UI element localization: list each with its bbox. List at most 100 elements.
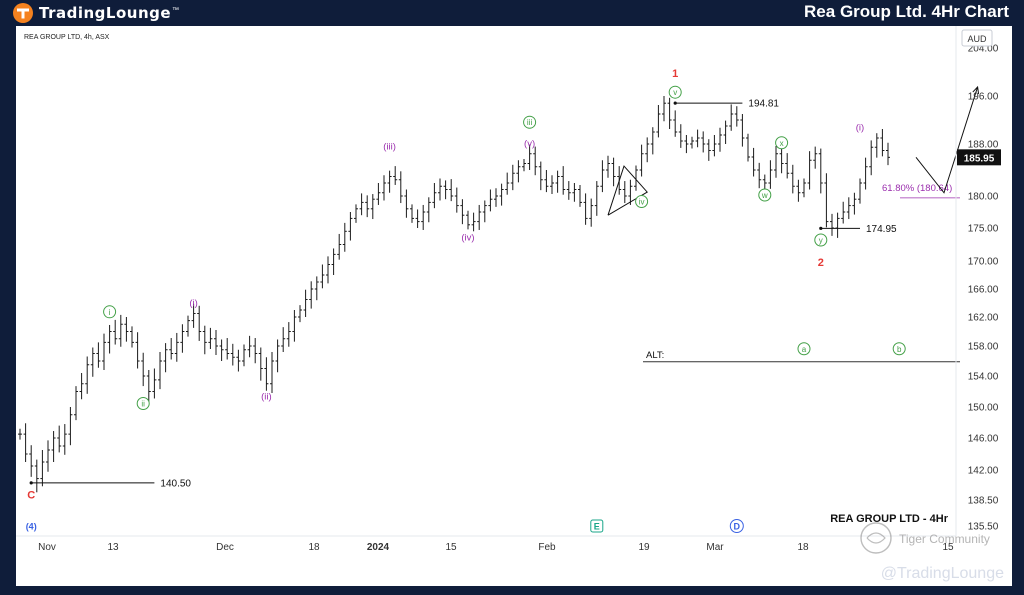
price-level-dot	[29, 481, 33, 485]
price-bar	[225, 338, 230, 360]
price-bar	[85, 356, 90, 394]
wave-label: (i)	[856, 123, 864, 134]
price-bar	[421, 204, 426, 230]
x-tick-label: 19	[638, 542, 650, 553]
price-bar	[734, 106, 739, 127]
price-bar	[404, 189, 409, 218]
price-bar	[359, 193, 364, 216]
price-chart[interactable]: 194.81 174.95 140.50 61.80% (180.64) ALT: Ci…	[16, 26, 1012, 586]
x-tick-label: Mar	[706, 542, 724, 553]
price-level-label: 194.81	[748, 99, 779, 110]
price-bar	[454, 187, 459, 213]
price-bar	[482, 200, 487, 223]
projection-path	[915, 86, 979, 194]
currency-label: AUD	[967, 34, 987, 44]
wave-label-circle	[814, 233, 828, 247]
wave-label: (iv)	[461, 232, 474, 243]
price-bar	[678, 124, 683, 148]
wave-label: w	[761, 191, 768, 200]
price-bar	[242, 344, 246, 367]
wave-label: ii	[141, 400, 145, 409]
price-bar	[712, 135, 717, 157]
price-bar	[180, 324, 185, 353]
y-tick-label: 154.00	[968, 372, 999, 383]
price-bar	[158, 352, 162, 390]
price-bar	[208, 327, 213, 349]
price-bar	[628, 179, 633, 205]
price-axis[interactable]: 204.00 196.00 188.00 180.00 175.00 170.00 166.…	[955, 26, 1001, 536]
price-bar	[572, 183, 577, 202]
wave-label: (iii)	[383, 142, 396, 153]
price-bar	[561, 166, 566, 195]
x-tick-label: 18	[308, 542, 320, 553]
x-tick-label: Feb	[538, 542, 556, 553]
price-bar	[886, 142, 890, 166]
y-tick-label: 166.00	[968, 285, 999, 296]
y-tick-label: 204.00	[968, 44, 999, 55]
price-bar	[415, 209, 420, 228]
wave-label-circle	[136, 397, 150, 410]
price-bar	[488, 189, 493, 212]
wave-label: iii	[527, 118, 533, 127]
price-bar	[841, 201, 846, 224]
price-bar	[790, 164, 795, 194]
price-bar	[29, 445, 34, 477]
wave-label: x	[780, 139, 784, 148]
price-bar	[74, 386, 78, 421]
price-bar	[723, 120, 728, 144]
price-bar	[298, 305, 302, 323]
price-bar	[202, 325, 207, 355]
header-bar: TradingLounge ™ Rea Group Ltd. 4Hr Chart	[0, 0, 1024, 26]
symbol-label: REA GROUP LTD, 4h, ASX	[24, 34, 110, 41]
price-bar	[387, 170, 392, 193]
triangle-pattern	[607, 165, 648, 216]
price-bar	[466, 210, 470, 230]
price-bar	[673, 110, 678, 137]
x-tick-label: Nov	[38, 542, 56, 553]
price-bar	[314, 276, 319, 301]
wave-label: (ii)	[261, 391, 272, 402]
price-bar	[706, 139, 711, 161]
price-bar	[869, 140, 874, 176]
time-axis[interactable]: Nov 13 Dec 18 2024 15 Feb 19 Mar 18 15	[16, 535, 956, 553]
y-tick-label: 170.00	[968, 257, 999, 268]
y-tick-label: 142.00	[968, 466, 999, 477]
price-bar	[23, 423, 28, 462]
price-bar	[275, 339, 280, 373]
wave-label-circle	[103, 305, 117, 319]
price-bar	[393, 166, 398, 185]
price-bar	[863, 157, 868, 190]
price-bar	[191, 303, 196, 328]
y-tick-label: 162.00	[968, 313, 999, 324]
price-bar	[342, 222, 347, 252]
price-bar	[550, 175, 554, 195]
price-bar	[270, 352, 274, 394]
price-bar	[135, 332, 140, 369]
price-bar	[337, 233, 342, 260]
alt-wave-label: b	[897, 345, 902, 354]
price-bar	[510, 164, 515, 191]
event-marker-circle	[729, 519, 744, 533]
chart-title: REA GROUP LTD - 4Hr	[830, 513, 948, 525]
price-bar	[258, 347, 263, 381]
annotations-layer: 194.81 174.95 140.50 61.80% (180.64) ALT:	[29, 85, 980, 489]
price-bar	[785, 153, 790, 179]
price-bar	[174, 332, 179, 362]
event-marker-label: E	[594, 522, 600, 532]
price-bar	[611, 157, 616, 187]
x-tick-label: 15	[942, 542, 954, 553]
price-bar	[645, 137, 650, 163]
price-bar	[34, 459, 39, 493]
price-bar	[303, 289, 308, 317]
currency-badge	[961, 29, 993, 47]
price-bar	[90, 347, 95, 377]
price-bar	[62, 424, 67, 455]
logo-mark-icon	[13, 3, 33, 23]
price-bar	[79, 373, 84, 400]
price-bar	[830, 213, 834, 236]
last-price-label: 185.95	[964, 153, 995, 164]
price-bar	[152, 368, 157, 399]
price-bar	[622, 181, 627, 204]
price-bar	[751, 147, 756, 177]
